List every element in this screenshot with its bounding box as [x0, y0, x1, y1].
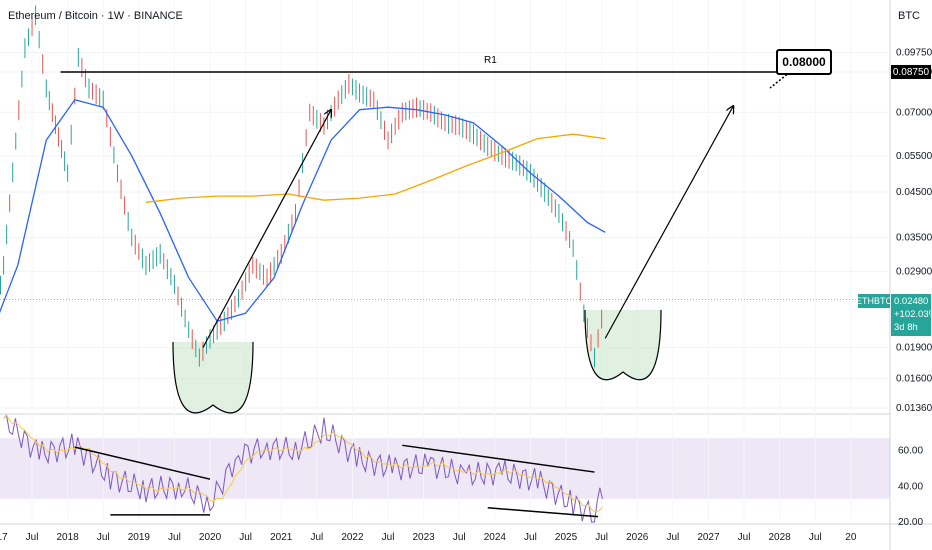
resistance-price-tag: 0.08750: [891, 65, 931, 79]
cup-2025-fill: [585, 310, 661, 380]
x-tick-label-13: Jul: [453, 532, 466, 543]
x-tick-label-18: 2026: [626, 532, 649, 543]
x-tick-label-21: Jul: [738, 532, 751, 543]
rsi-trendline-2: [402, 444, 595, 473]
x-tick-label-7: Jul: [239, 532, 252, 543]
current-price-tag: 0.02480 +102.03% 3d 8h: [891, 294, 932, 336]
resistance-label: R1: [484, 55, 497, 66]
rsi-band: [0, 438, 890, 499]
rsi-tick-label-0: 20.00: [898, 517, 923, 528]
rsi-line: [3, 413, 603, 523]
x-tick-label-3: Jul: [97, 532, 110, 543]
x-tick-label-17: Jul: [595, 532, 608, 543]
rsi-tick-label-2: 60.00: [898, 446, 923, 457]
x-tick-label-4: 2019: [128, 532, 151, 543]
rsi-ma-line: [3, 414, 603, 513]
x-tick-label-24: 20: [845, 532, 857, 543]
ma-fast-line: [0, 99, 606, 322]
projection-arrow-1: [604, 106, 733, 339]
ma-slow-line: [145, 133, 606, 203]
x-tick-label-10: 2022: [341, 532, 364, 543]
x-tick-label-9: Jul: [310, 532, 323, 543]
rsi-tick-label-1: 40.00: [898, 481, 923, 492]
x-tick-label-16: 2025: [555, 532, 578, 543]
y-tick-label-3: 0.02900: [896, 266, 932, 277]
countdown: 3d 8h: [894, 322, 918, 333]
cup-2019-fill: [173, 342, 253, 413]
y-tick-label-0: 0.01360: [896, 403, 932, 414]
cup-2019-outline: [172, 341, 254, 414]
x-tick-label-23: Jul: [809, 532, 822, 543]
scale-label: BTC: [898, 10, 920, 22]
x-tick-label-2: 2018: [57, 532, 80, 543]
target-price-callout[interactable]: 0.08000: [776, 49, 832, 75]
x-tick-label-15: Jul: [524, 532, 537, 543]
x-tick-label-5: Jul: [168, 532, 181, 543]
x-tick-label-12: 2023: [413, 532, 436, 543]
symbol-tag: ETHBTC: [856, 294, 892, 308]
current-price: 0.02480: [894, 296, 929, 307]
current-change: +102.03%: [894, 309, 932, 320]
chart-title: Ethereum / Bitcoin · 1W · BINANCE: [8, 10, 183, 22]
x-tick-label-1: Jul: [26, 532, 39, 543]
y-tick-label-5: 0.04500: [896, 187, 932, 198]
x-tick-label-6: 2020: [199, 532, 222, 543]
x-tick-label-22: 2028: [769, 532, 792, 543]
y-tick-label-1: 0.01600: [896, 374, 932, 385]
x-tick-label-20: 2027: [697, 532, 720, 543]
x-tick-label-0: 2017: [0, 532, 8, 543]
y-tick-label-7: 0.07000: [896, 107, 932, 118]
rsi-trendline-0: [74, 446, 211, 480]
x-tick-label-8: 2021: [270, 532, 293, 543]
y-tick-label-2: 0.01900: [896, 343, 932, 354]
cup-2025-outline: [584, 309, 662, 381]
y-tick-label-9: 0.09750: [896, 47, 932, 58]
projection-arrow-0: [202, 110, 331, 348]
y-tick-label-6: 0.05500: [896, 151, 932, 162]
x-tick-label-14: 2024: [484, 532, 507, 543]
x-tick-label-19: Jul: [666, 532, 679, 543]
rsi-trendline-3: [487, 506, 599, 518]
y-tick-label-4: 0.03500: [896, 232, 932, 243]
x-tick-label-11: Jul: [382, 532, 395, 543]
